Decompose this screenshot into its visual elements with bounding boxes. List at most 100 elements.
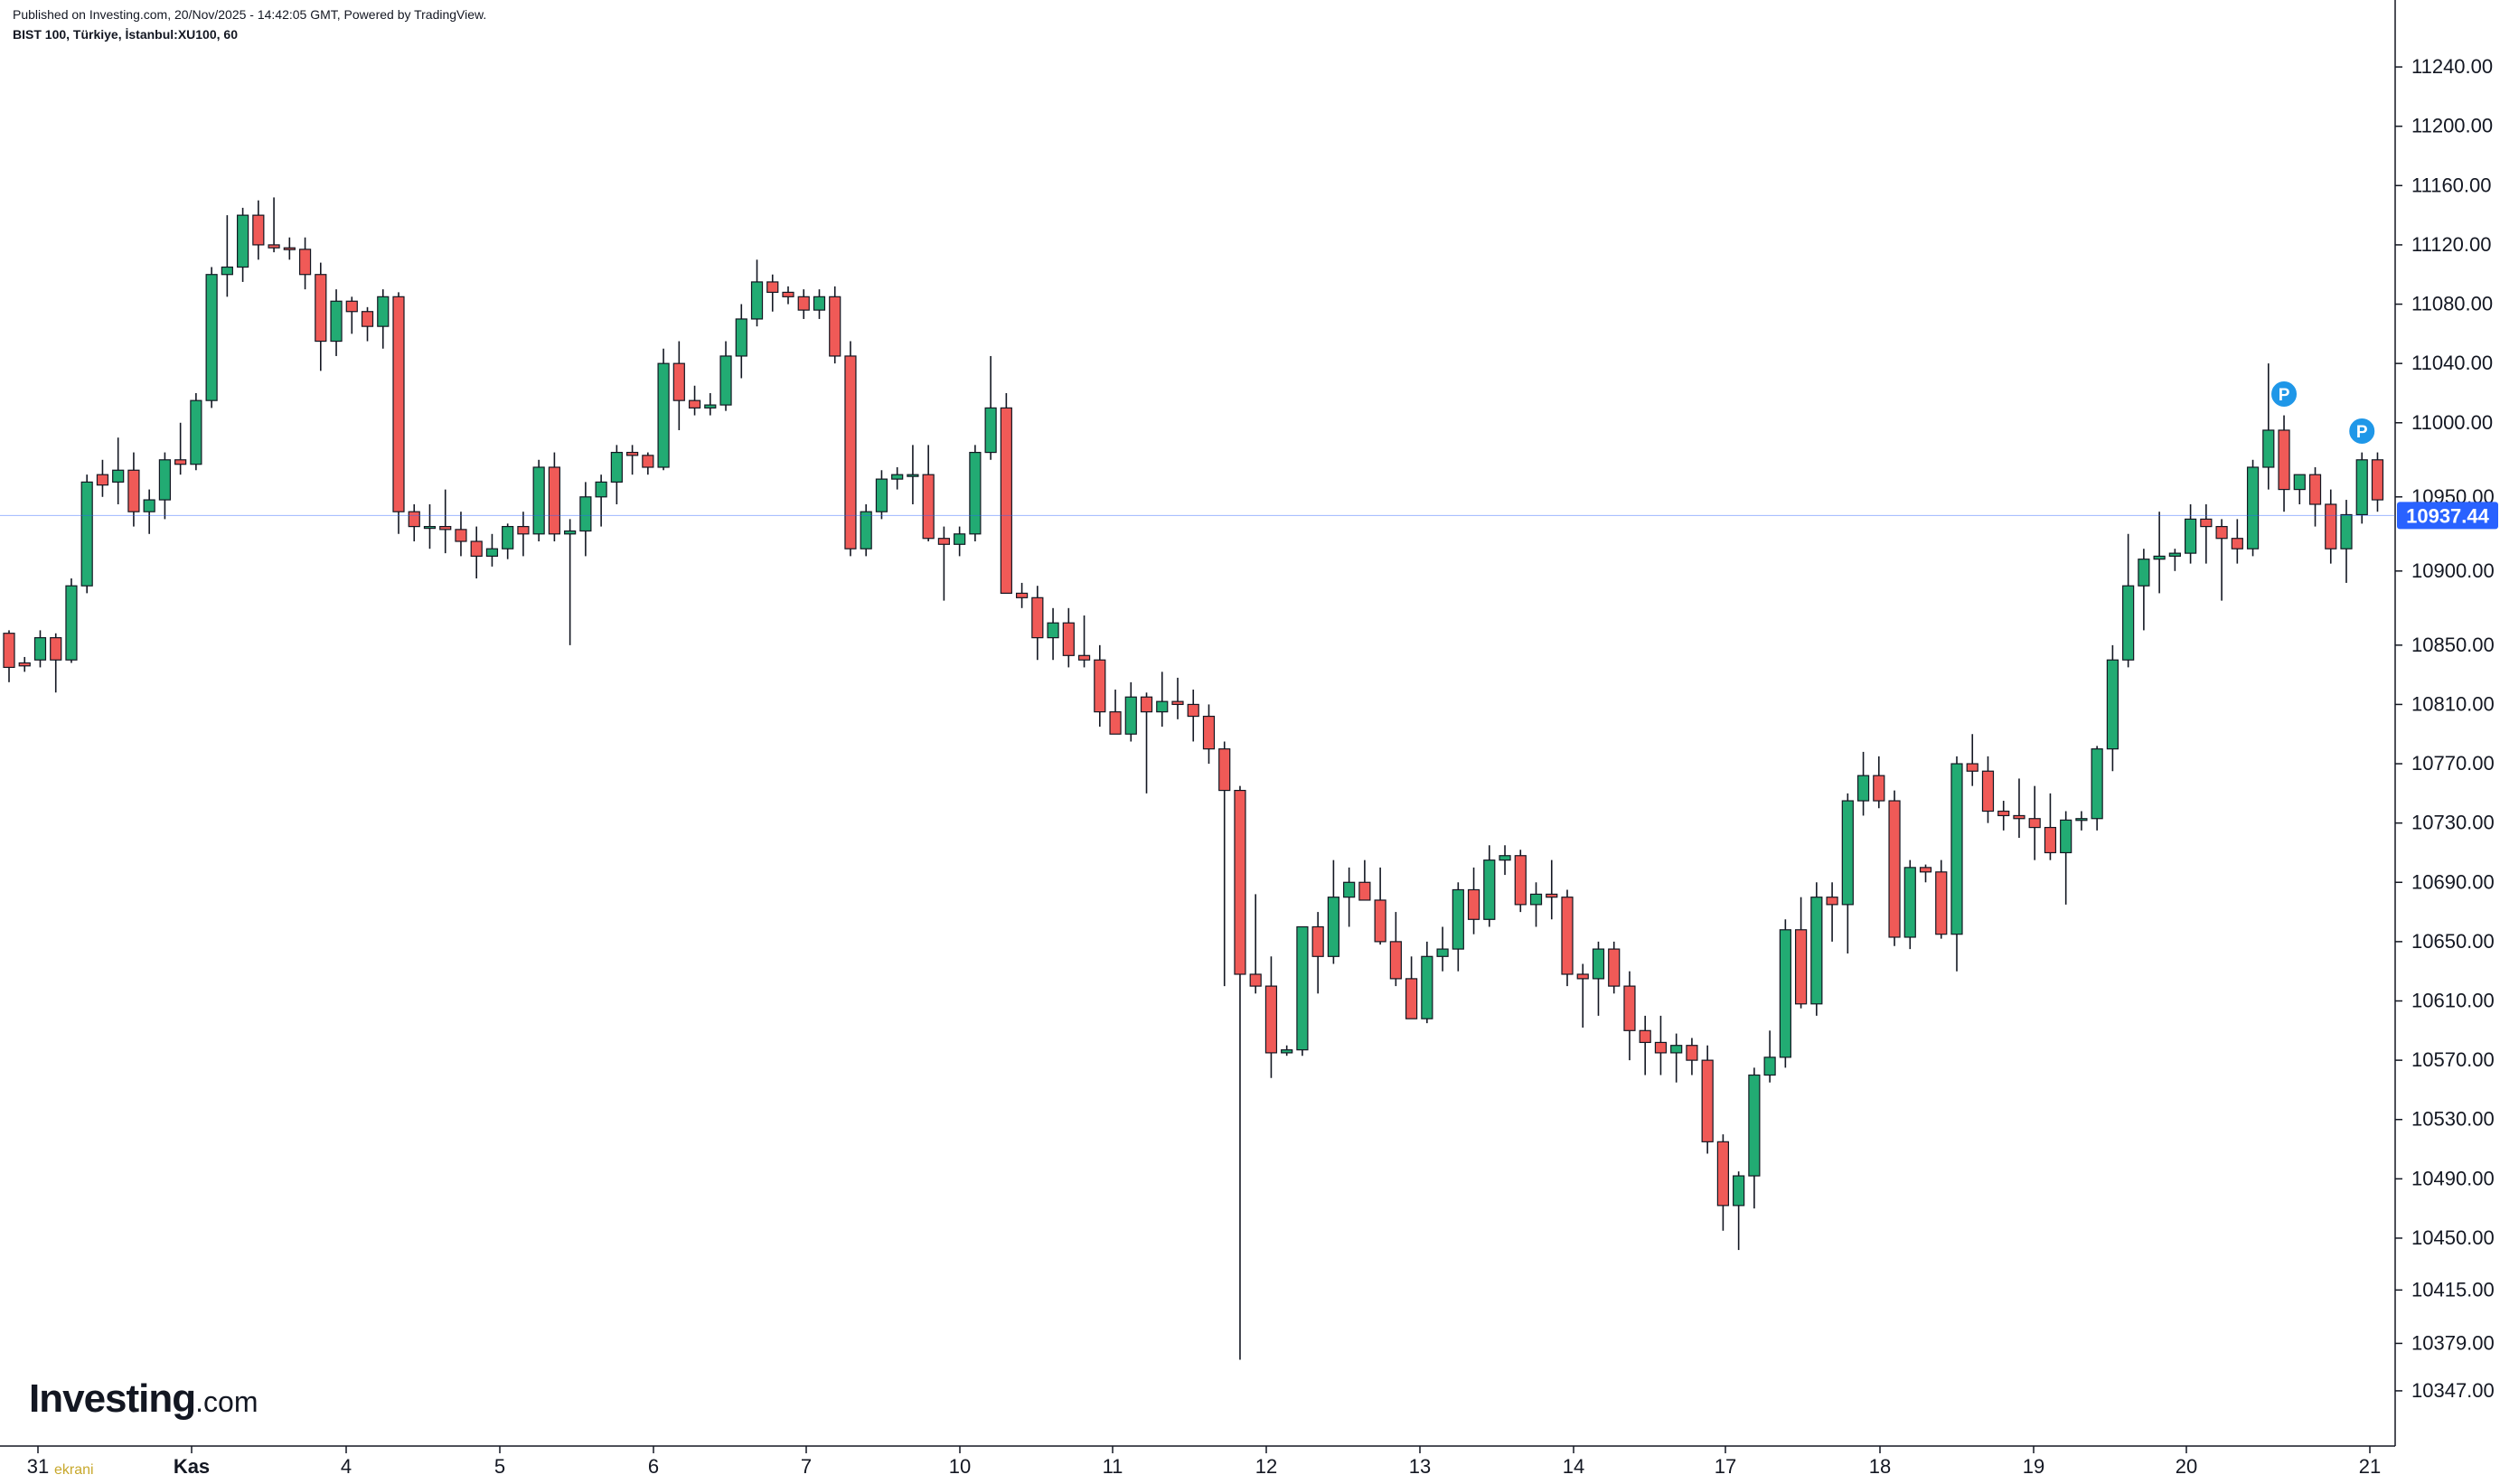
candle-body <box>1234 789 1246 975</box>
y-tick-label: 10530.00 <box>2411 1108 2495 1131</box>
candle-body <box>2060 819 2072 854</box>
x-tick-label: 7 <box>801 1455 812 1478</box>
candle-body <box>1202 715 1216 750</box>
candle-body <box>1950 763 1963 935</box>
candle-body <box>1779 929 1791 1058</box>
candle-body <box>844 355 857 549</box>
x-tick-label: 12 <box>1255 1455 1277 1478</box>
x-tick-label: 4 <box>341 1455 352 1478</box>
candle-body <box>1499 855 1511 861</box>
candle-body <box>813 296 826 311</box>
price-marker-icon[interactable] <box>2347 417 2377 446</box>
candle-body <box>2044 826 2057 854</box>
x-tick-label: 11 <box>1103 1455 1123 1478</box>
candle-body <box>1997 810 2010 817</box>
candle-body <box>1421 955 1433 1019</box>
y-tick-label: 10900.00 <box>2411 559 2495 582</box>
candle-body <box>907 474 919 477</box>
candle-body <box>1608 948 1621 987</box>
candle-body <box>190 399 202 465</box>
candle-body <box>2168 552 2181 558</box>
candle-body <box>1748 1074 1761 1177</box>
price-marker-icon[interactable] <box>2270 380 2299 409</box>
published-caption: Published on Investing.com, 20/Nov/2025 … <box>13 7 487 22</box>
y-tick-label: 10490.00 <box>2411 1167 2495 1189</box>
candle-body <box>1716 1141 1730 1207</box>
candle-body <box>1296 925 1309 1051</box>
x-tick-label: 20 <box>2176 1455 2197 1478</box>
candle-body <box>1374 899 1386 943</box>
candle-body <box>408 511 420 528</box>
price-marker-label: P <box>2356 423 2368 442</box>
candle-body <box>548 466 561 535</box>
candle-body <box>2231 538 2243 549</box>
candle-body <box>1841 800 1854 906</box>
candle-body <box>1856 775 1870 802</box>
y-tick-label: 10730.00 <box>2411 812 2495 834</box>
x-tick-label: 31 <box>27 1455 49 1478</box>
candle-body <box>1047 622 1059 639</box>
candle-body <box>1701 1059 1714 1142</box>
candle-body <box>1670 1045 1683 1054</box>
candle-body <box>735 318 747 357</box>
candle-body <box>2106 659 2119 750</box>
candle-body <box>642 455 654 468</box>
candle-body <box>937 538 951 545</box>
candle-body <box>1218 748 1231 792</box>
x-axis[interactable]: 31 Kas 4 5 6 7 10 11 12 13 14 17 18 19 20 21 <box>27 1446 2381 1478</box>
candle-body <box>3 633 15 669</box>
candle-body <box>1156 700 1169 713</box>
candle-body <box>1140 696 1153 713</box>
y-tick-label: 10810.00 <box>2411 692 2495 715</box>
candle-body <box>33 637 47 661</box>
candle-body <box>315 274 327 343</box>
candle-body <box>1436 948 1449 957</box>
investing-logo: Investing.com <box>29 1376 258 1422</box>
candle-body <box>392 296 405 512</box>
y-tick-label: 10379.00 <box>2411 1331 2495 1354</box>
candle-body <box>1094 659 1106 713</box>
candle-body <box>2371 459 2384 501</box>
candle-body <box>1763 1057 1776 1076</box>
candle-body <box>2355 459 2368 516</box>
candle-body <box>564 530 577 535</box>
candle-body <box>517 525 530 535</box>
candle-body <box>1686 1045 1698 1061</box>
y-tick-label: 11000.00 <box>2411 411 2493 434</box>
candle-body <box>2293 474 2306 491</box>
y-tick-label: 10415.00 <box>2411 1278 2495 1301</box>
candle-body <box>782 291 794 297</box>
x-tick-label: 14 <box>1563 1455 1584 1478</box>
candle-body <box>1623 985 1636 1031</box>
candle-body <box>2091 748 2103 820</box>
y-tick-label: 10770.00 <box>2411 752 2495 775</box>
candle-body <box>954 533 966 545</box>
candle-body <box>96 474 109 486</box>
candle-body <box>237 214 249 268</box>
candle-body <box>610 451 623 483</box>
candle-body <box>766 281 779 294</box>
y-tick-label: 11160.00 <box>2411 174 2492 196</box>
candle-body <box>1654 1041 1668 1054</box>
candle-body <box>1888 800 1901 938</box>
candle-body <box>205 274 218 401</box>
candle-body <box>860 511 872 549</box>
candle-body <box>2340 513 2353 549</box>
candle-body <box>1124 696 1137 735</box>
candle-body <box>1109 711 1122 735</box>
x-tick-label: 10 <box>949 1455 971 1478</box>
candle-body <box>2185 518 2197 554</box>
candle-body <box>1311 925 1324 957</box>
candle-body <box>1343 881 1356 898</box>
candle-body <box>2013 814 2025 820</box>
candle-body <box>361 311 374 327</box>
candle-body <box>80 481 93 587</box>
candle-body <box>221 266 233 276</box>
candle-body <box>1966 763 1978 772</box>
candle-body <box>1467 888 1480 920</box>
candle-body <box>1639 1029 1651 1044</box>
candle-body <box>688 399 701 409</box>
logo-brand: Investing <box>29 1376 196 1421</box>
candle-body <box>18 662 31 667</box>
